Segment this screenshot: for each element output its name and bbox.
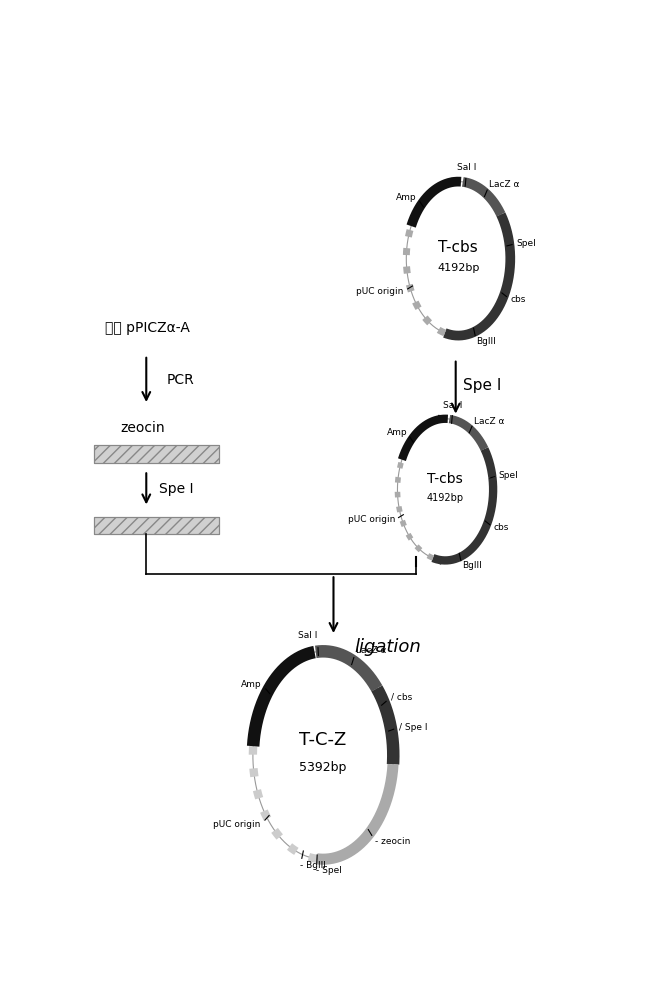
Bar bbox=[94, 517, 219, 534]
Text: 5392bp: 5392bp bbox=[299, 761, 347, 774]
Text: T-cbs: T-cbs bbox=[438, 240, 478, 255]
Text: Spe I: Spe I bbox=[464, 378, 502, 393]
Text: Spe I: Spe I bbox=[159, 482, 194, 496]
Text: - zeocin: - zeocin bbox=[375, 837, 411, 846]
Text: ligation: ligation bbox=[354, 638, 421, 656]
Text: Amp: Amp bbox=[386, 428, 407, 437]
Text: Sal I: Sal I bbox=[457, 163, 476, 172]
Text: T-cbs: T-cbs bbox=[427, 472, 463, 486]
Text: 4192bp: 4192bp bbox=[427, 493, 464, 503]
Text: 质粒 pPICZα-A: 质粒 pPICZα-A bbox=[105, 321, 189, 335]
Text: zeocin: zeocin bbox=[120, 421, 165, 435]
Text: / Spe I: / Spe I bbox=[399, 723, 427, 732]
Text: PCR: PCR bbox=[167, 373, 195, 387]
Text: T-C-Z: T-C-Z bbox=[299, 731, 347, 749]
Text: Amp: Amp bbox=[396, 193, 417, 202]
Text: Sal I: Sal I bbox=[443, 401, 462, 410]
Text: pUC origin: pUC origin bbox=[356, 287, 404, 296]
Text: - SpeI: - SpeI bbox=[316, 866, 342, 875]
Text: cbs: cbs bbox=[510, 295, 525, 304]
Text: LacZ α: LacZ α bbox=[489, 180, 520, 189]
Bar bbox=[94, 517, 219, 534]
Text: Sal I: Sal I bbox=[299, 631, 317, 640]
Text: - BglII: - BglII bbox=[301, 861, 326, 870]
Bar bbox=[94, 445, 219, 463]
Text: pUC origin: pUC origin bbox=[213, 820, 261, 829]
Text: SpeI: SpeI bbox=[499, 471, 518, 480]
Text: pUC origin: pUC origin bbox=[348, 515, 395, 524]
Text: BglII: BglII bbox=[476, 337, 496, 346]
Text: 4192bp: 4192bp bbox=[437, 263, 480, 273]
Text: Amp: Amp bbox=[241, 680, 262, 689]
Text: BglII: BglII bbox=[462, 561, 482, 570]
Text: LacZ α: LacZ α bbox=[356, 646, 386, 655]
Text: LacZ α: LacZ α bbox=[474, 417, 505, 426]
Bar bbox=[94, 445, 219, 463]
Text: cbs: cbs bbox=[493, 523, 509, 532]
Text: SpeI: SpeI bbox=[516, 239, 536, 248]
Text: / cbs: / cbs bbox=[391, 693, 412, 702]
